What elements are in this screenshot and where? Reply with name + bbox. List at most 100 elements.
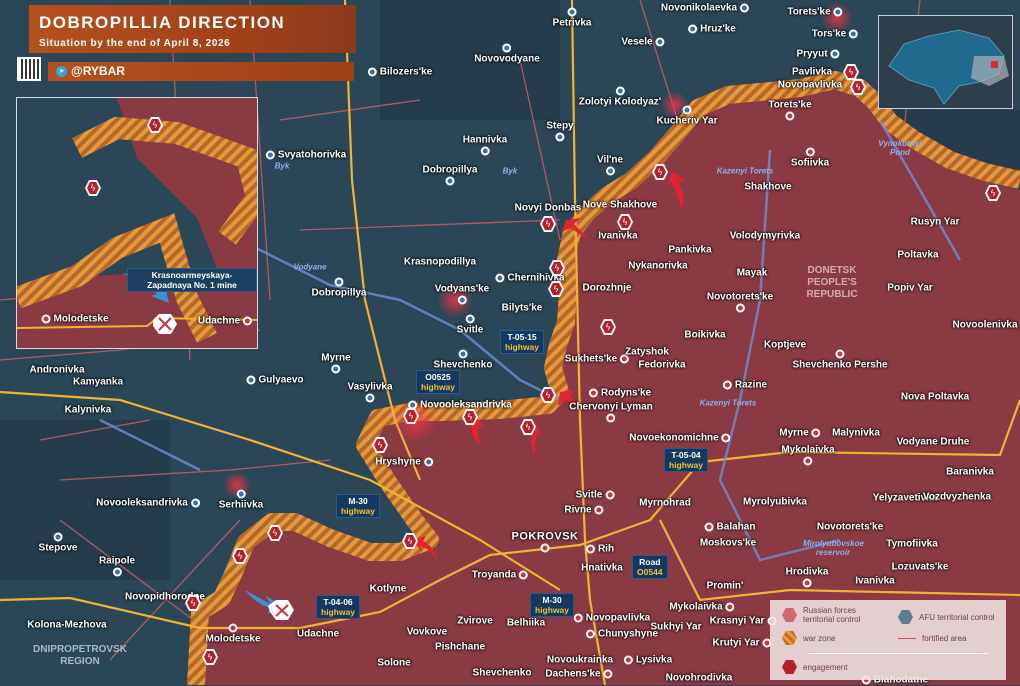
ua-town-label: Vodyans'ke	[435, 284, 489, 305]
legend: Russian forces territorial control AFU t…	[770, 600, 1006, 680]
russian-town-dot	[606, 413, 616, 423]
ua-town-label: Novonikolaevka	[661, 3, 750, 14]
ru-town-label: Mykolaivka	[669, 602, 735, 613]
engagement-icon[interactable]: ϟ	[147, 117, 163, 133]
engagement-icon[interactable]: ϟ	[549, 260, 565, 276]
engagement-icon[interactable]: ϟ	[540, 216, 556, 232]
ua-town-label: Novooleksandrivka	[96, 498, 200, 509]
russian-town-dot	[585, 544, 595, 554]
engagement-icon[interactable]: ϟ	[600, 319, 616, 335]
ru-town-label: Novotorets'ke	[707, 292, 773, 313]
engagement-icon[interactable]: ϟ	[85, 180, 101, 196]
engagement-icon[interactable]: ϟ	[617, 214, 633, 230]
ru-town-label: Dorozhnje	[582, 282, 632, 294]
ru-town-label: Vozdvyzhenka	[922, 491, 992, 503]
mine-label: Krasnoarmeyskaya-Zapadnaya No. 1 mine	[127, 268, 257, 292]
engagement-icon[interactable]: ϟ	[843, 64, 859, 80]
highway-label: M-30 highway	[336, 494, 381, 518]
afu-town-dot	[445, 176, 455, 186]
ru-town-label: Pavlivka	[791, 66, 833, 78]
highway-label: T-04-06 highway	[316, 595, 361, 619]
russian-town-dot	[803, 456, 813, 466]
afu-town-dot	[334, 277, 344, 287]
ru-town-label: Baranivka	[946, 466, 994, 478]
afu-town-dot	[830, 49, 840, 59]
ru-town-label: Chervonyi Lyman	[569, 402, 653, 423]
ua-town-label: Kalynivka	[64, 404, 112, 416]
engagement-icon[interactable]: ϟ	[985, 185, 1001, 201]
ua-town-label: Andronivka	[29, 364, 85, 376]
afu-town-dot	[688, 24, 698, 34]
ru-town-label: Popiv Yar	[887, 282, 933, 294]
russian-town-dot	[519, 570, 529, 580]
engagement-icon[interactable]: ϟ	[520, 419, 536, 435]
ru-town-label: Hrodivka	[786, 567, 828, 588]
ru-town-label: Tymofiivka	[886, 538, 938, 550]
telegram-icon: ➤	[56, 66, 67, 77]
ru-town-label: Udachne	[296, 628, 340, 640]
engagement-icon[interactable]: ϟ	[540, 387, 556, 403]
channel-banner[interactable]: ➤ @RYBAR	[48, 62, 354, 81]
ua-town-label: Kolona-Mezhova	[27, 619, 107, 631]
engagement-icon[interactable]: ϟ	[462, 409, 478, 425]
russian-town-dot	[805, 147, 815, 157]
russian-town-dot	[594, 505, 604, 515]
russian-town-dot	[802, 578, 812, 588]
page-subtitle: Situation by the end of April 8, 2026	[39, 38, 231, 49]
engagement-icon[interactable]: ϟ	[372, 437, 388, 453]
ru-town-label: Novopavlivka	[777, 79, 843, 91]
ru-town-label: Krutyi Yar	[712, 638, 772, 649]
afu-town-dot	[457, 295, 467, 305]
war-zone-swatch	[782, 631, 797, 645]
ua-town-label: Myrne	[321, 353, 351, 374]
engagement-icon[interactable]: ϟ	[232, 548, 248, 564]
afu-town-dot	[615, 86, 625, 96]
russian-town-dot	[722, 380, 732, 390]
ru-town-label: Novoolenivka	[952, 319, 1018, 331]
afu-town-dot	[265, 150, 275, 160]
ru-town-label: Rih	[585, 544, 614, 555]
water-label: Byk	[502, 166, 518, 176]
highway-label: M-30 highway	[530, 593, 575, 617]
ru-town-label: Dachens'ke	[545, 669, 613, 680]
legend-russian: Russian forces territorial control	[782, 606, 883, 624]
ua-town-label: Svyatohorivka	[265, 150, 346, 161]
engagement-icon[interactable]: ϟ	[185, 595, 201, 611]
ua-town-label: Nove Shakhove	[582, 199, 658, 211]
ru-town-label: Zatyshok	[625, 346, 669, 358]
ru-town-label: Rusyn Yar	[910, 216, 960, 228]
afu-town-dot	[365, 393, 375, 403]
ru-town-label: Rivne	[564, 505, 604, 516]
ru-town-label: Balahan	[704, 522, 755, 533]
afu-town-dot	[190, 498, 200, 508]
afu-town-dot	[833, 7, 843, 17]
ru-town-label: Sofiivka	[791, 147, 829, 169]
afu-town-dot	[331, 364, 341, 374]
engagement-icon[interactable]: ϟ	[267, 525, 283, 541]
russian-town-dot	[620, 354, 630, 364]
war-zone-band	[187, 71, 1020, 685]
ru-town-label: Shevchenko	[472, 667, 532, 679]
water-label: Kazenyi Torets	[699, 398, 757, 408]
engagement-icon[interactable]: ϟ	[403, 408, 419, 424]
ua-town-label: Vasylivka	[347, 382, 393, 403]
engagement-icon[interactable]: ϟ	[850, 79, 866, 95]
ua-town-label: Stepove	[39, 532, 77, 554]
ru-town-label: Rodyns'ke	[588, 388, 651, 399]
engagement-icon[interactable]: ϟ	[652, 164, 668, 180]
qr-code-icon[interactable]	[17, 57, 41, 81]
ru-town-label: Novoukrainka	[546, 654, 614, 666]
engagement-icon[interactable]: ϟ	[402, 533, 418, 549]
ru-town-label: Mayak	[736, 267, 768, 279]
afu-town-dot	[555, 132, 565, 142]
russian-town-dot	[704, 522, 714, 532]
ru-town-label: Torets'ke	[768, 100, 812, 121]
ua-town-label: Stepy	[546, 121, 574, 142]
ru-town-label: Ivanivka	[598, 230, 638, 242]
engagement-icon[interactable]: ϟ	[548, 281, 564, 297]
engagement-icon[interactable]: ϟ	[202, 649, 218, 665]
afu-control-swatch	[898, 610, 913, 624]
highway-label: T-05-04 highway	[664, 448, 709, 472]
ru-town-label: Pankivka	[668, 244, 712, 256]
russian-town-dot	[623, 655, 633, 665]
